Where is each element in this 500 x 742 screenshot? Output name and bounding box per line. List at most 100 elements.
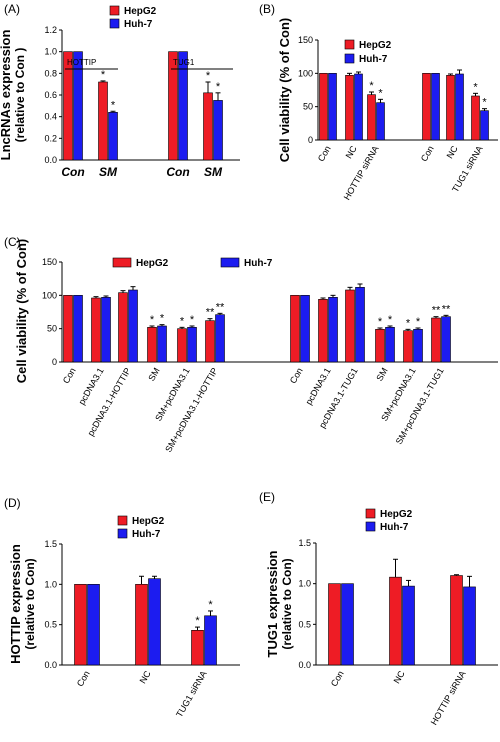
bar-hepg2: [63, 295, 73, 363]
significance-marker: *: [208, 599, 213, 611]
y-axis-label: Cell viability (% of Con): [277, 18, 292, 162]
significance-marker: *: [406, 317, 411, 329]
bar-hepg2: [446, 75, 455, 141]
bar-hepg2: [345, 75, 354, 141]
x-tick-label: Con: [75, 669, 92, 688]
bar-huh7: [376, 102, 385, 141]
group-label: HOTTIP: [67, 58, 96, 67]
bar-hepg2: [91, 297, 101, 363]
y-tick-label: 0.5: [44, 620, 57, 630]
bar-hepg2: [63, 51, 73, 161]
x-tick-label: pcDNA3.1: [304, 366, 333, 407]
bar-huh7: [178, 51, 188, 161]
legend-swatch: [117, 515, 128, 526]
x-tick-label: NC: [344, 144, 359, 161]
legend-label: HepG2: [380, 509, 413, 520]
x-tick-label: Con: [316, 144, 333, 163]
y-tick-label: 0.5: [298, 619, 311, 629]
legend-label: Huh-7: [359, 54, 388, 65]
bar-hepg2: [191, 630, 204, 666]
bar-huh7: [128, 289, 138, 363]
bar-hepg2: [318, 299, 328, 363]
y-axis-label-line: (relative to Con): [280, 558, 294, 649]
legend-label: HepG2: [136, 258, 169, 269]
legend-label: Huh-7: [244, 258, 273, 269]
legend-swatch: [365, 508, 376, 519]
significance-marker: *: [473, 81, 478, 93]
bar-huh7: [108, 112, 118, 161]
y-tick-label: 1.0: [44, 579, 57, 589]
bar-huh7: [385, 327, 395, 363]
x-tick-label: HOTTIP siRNA: [429, 669, 468, 727]
x-tick-label: Con: [61, 165, 84, 179]
y-tick-label: 100: [42, 290, 57, 300]
bar-hepg2: [431, 317, 441, 363]
y-tick-label: 0: [52, 357, 57, 367]
bar-hepg2: [177, 328, 187, 363]
bar-hepg2: [450, 575, 463, 666]
legend-label: HepG2: [132, 516, 165, 527]
legend-swatch: [109, 18, 120, 29]
group-label: TUG1: [173, 58, 195, 67]
y-axis-label: LncRNAs expression(relative to Con ): [0, 30, 27, 161]
panel-label: (E): [259, 490, 275, 504]
x-tick-label: SM: [146, 366, 161, 383]
legend-swatch: [344, 53, 355, 64]
bar-huh7: [402, 585, 415, 666]
y-tick-label: 0.8: [44, 68, 57, 78]
bar-huh7: [157, 325, 167, 363]
bar-huh7: [480, 110, 489, 141]
significance-marker: *: [206, 70, 211, 82]
bar-huh7: [328, 297, 338, 363]
x-tick-label: NC: [392, 669, 407, 686]
significance-marker: **: [206, 307, 215, 319]
x-tick-label: pcDNA3.1: [77, 366, 106, 407]
legend-swatch: [344, 39, 355, 50]
panel-label: (D): [4, 496, 21, 510]
panel-label: (B): [259, 2, 275, 16]
y-tick-label: 0.2: [44, 133, 57, 143]
y-tick-label: 0: [308, 135, 313, 145]
x-tick-label: NC: [445, 144, 460, 161]
panel-a: (A) 0.0 0.2 0.4 0.6 0.8 1.0 1.2 LncRNAs expressi…: [0, 2, 240, 179]
significance-marker: *: [101, 69, 106, 81]
bar-huh7: [148, 578, 161, 666]
y-tick-label: 0.0: [44, 660, 57, 670]
y-tick-label: 150: [42, 257, 57, 267]
panel-e: (E) 0.0 0.5 1.0 1.5 TUG1 expression(relative …: [259, 490, 498, 727]
y-tick-label: 50: [303, 102, 313, 112]
x-tick-label: SM: [99, 165, 118, 179]
y-axis-label-line: (relative to Con ): [13, 48, 27, 143]
significance-marker: **: [442, 303, 451, 315]
legend-swatch: [220, 257, 240, 268]
x-tick-label: Con: [166, 165, 189, 179]
legend-swatch: [117, 528, 128, 539]
significance-marker: *: [416, 316, 421, 328]
y-axis-label-line: LncRNAs expression: [0, 30, 13, 161]
y-tick-label: 0.0: [298, 660, 311, 670]
significance-marker: *: [195, 615, 200, 627]
significance-marker: *: [482, 97, 487, 109]
significance-marker: *: [160, 313, 165, 325]
bar-huh7: [455, 73, 464, 141]
y-axis-label: Cell viability (% of Con): [14, 239, 29, 383]
y-tick-label: 0.6: [44, 90, 57, 100]
y-tick-label: 1.2: [44, 25, 57, 35]
bar-huh7: [354, 73, 363, 141]
y-tick-label: 0.4: [44, 112, 57, 122]
bar-huh7: [328, 73, 337, 141]
x-tick-label: SM+pcDNA3.1-HOTTIP: [163, 366, 220, 454]
legend-swatch: [109, 5, 120, 16]
panel-label: (A): [4, 2, 20, 16]
significance-marker: **: [216, 301, 225, 313]
bar-hepg2: [422, 73, 431, 141]
significance-marker: *: [111, 99, 116, 111]
y-axis-label-line: TUG1 expression: [265, 550, 280, 657]
legend-label: Huh-7: [380, 522, 409, 533]
bar-hepg2: [328, 583, 341, 666]
y-tick-label: 1.0: [44, 47, 57, 57]
y-axis-label-line: Cell viability (% of Con): [14, 239, 29, 383]
bar-hepg2: [118, 292, 128, 363]
bar-huh7: [431, 73, 440, 141]
